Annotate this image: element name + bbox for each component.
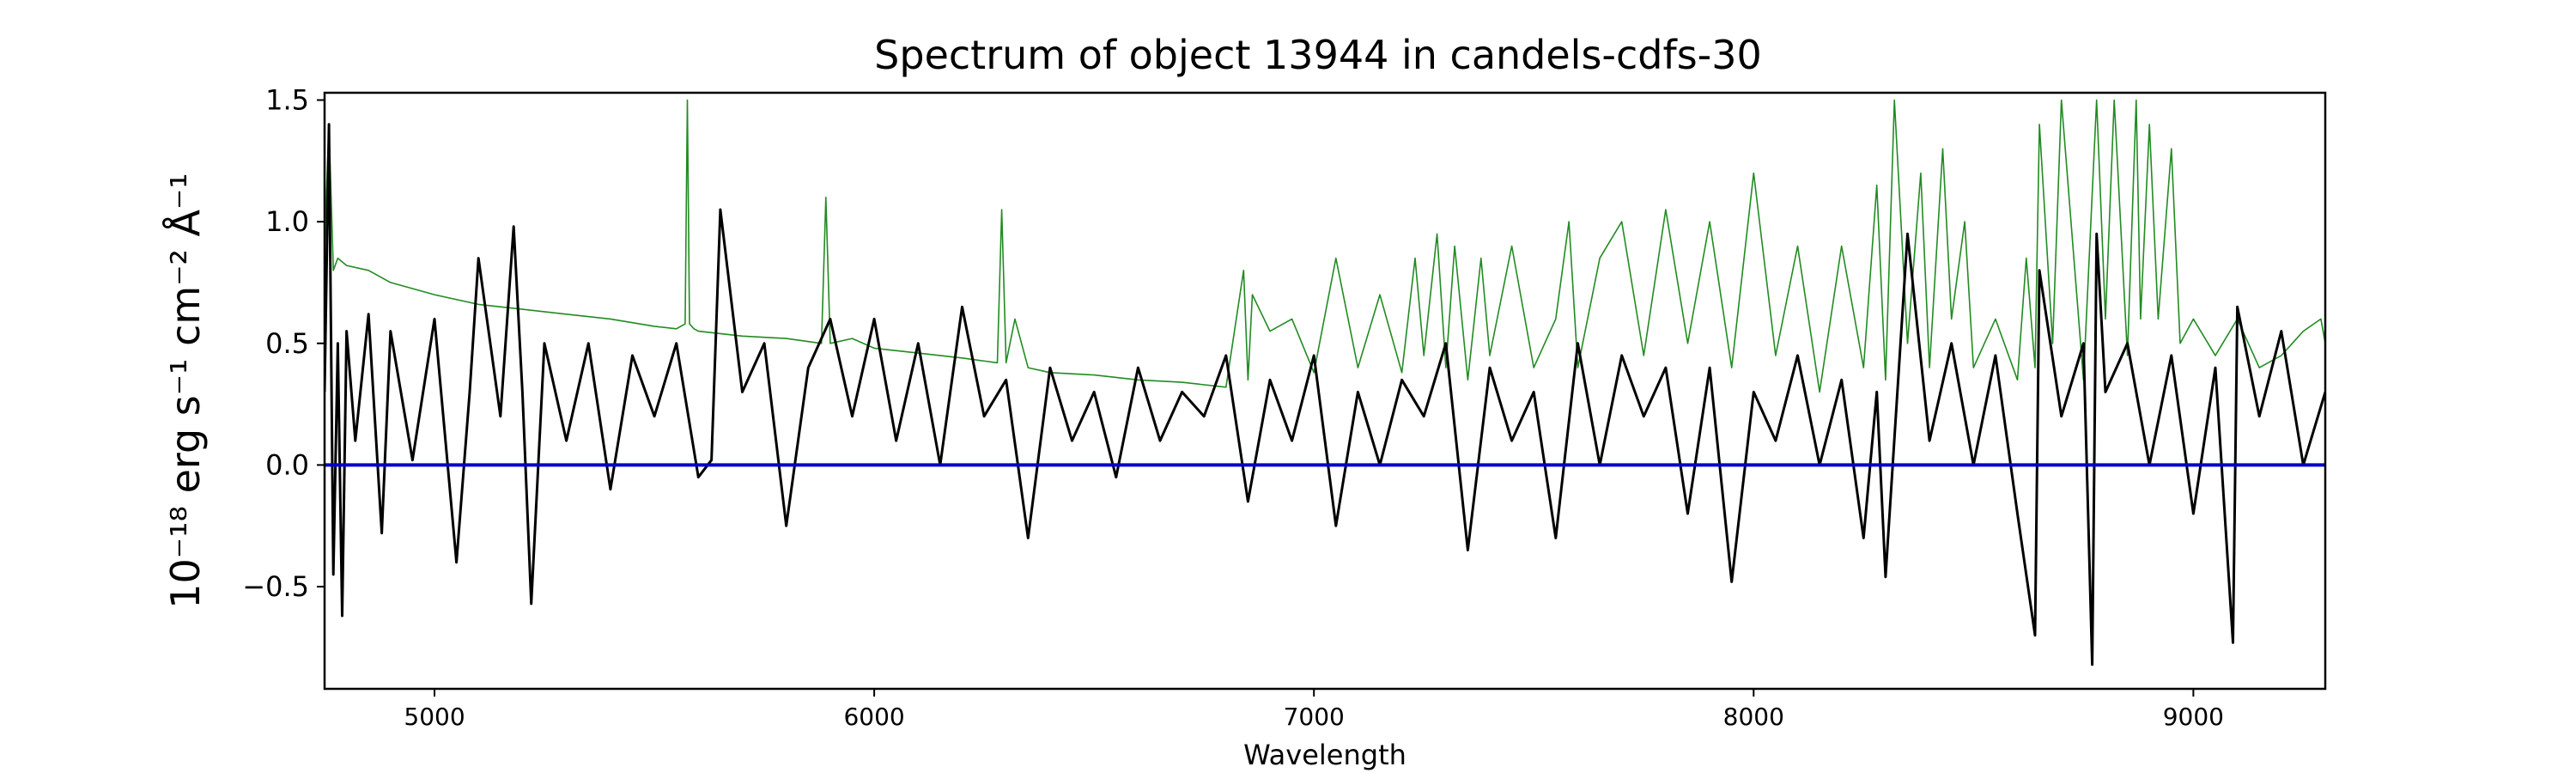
error-line [325,99,2325,393]
x-tick-label: 7000 [1284,703,1345,731]
y-tick-label: 1.0 [265,205,309,238]
y-tick-label: 0.5 [265,327,309,360]
y-axis-label: 10⁻¹⁸ erg s⁻¹ cm⁻² Å⁻¹ [162,173,209,608]
plot-area [325,99,2325,666]
x-tick-label: 6000 [843,703,904,731]
x-tick-label: 5000 [404,703,465,731]
y-axis: −0.5 0.0 0.5 1.0 1.5 [242,83,325,603]
y-tick-label: 0.0 [265,448,309,481]
y-tick-label: −0.5 [242,570,309,603]
x-axis: 5000 6000 7000 8000 9000 [404,689,2224,731]
y-tick-label: 1.5 [265,83,309,116]
x-tick-label: 8000 [1723,703,1784,731]
x-tick-label: 9000 [2163,703,2224,731]
x-axis-label: Wavelength [1243,739,1406,771]
plot-frame [323,91,2327,691]
chart-title: Spectrum of object 13944 in candels-cdfs… [874,32,1762,78]
flux-line [325,123,2325,666]
